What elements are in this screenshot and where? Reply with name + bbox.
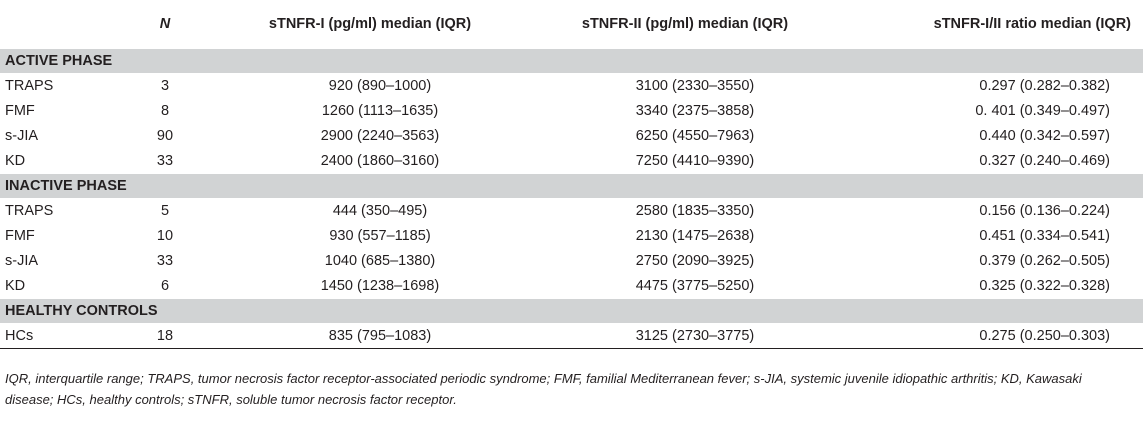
table-row: KD 6 1450 (1238–1698) 4475 (3775–5250) 0… [0, 273, 1143, 299]
row-ratio: 0.275 (0.250–0.303) [850, 323, 1143, 349]
table-row: s-JIA 90 2900 (2240–3563) 6250 (4550–796… [0, 123, 1143, 148]
row-stnfr-ii: 3340 (2375–3858) [635, 102, 755, 119]
row-ratio: 0.325 (0.322–0.328) [979, 277, 1110, 294]
row-n: 8 [160, 102, 170, 119]
row-n: 10 [156, 227, 174, 244]
row-stnfr-ii: 2750 (2090–3925) [635, 252, 755, 269]
section-title: ACTIVE PHASE [0, 48, 1143, 73]
row-n: 90 [156, 127, 174, 144]
row-n: 33 [156, 252, 174, 269]
row-label: KD [5, 277, 26, 294]
row-ratio: 0.440 (0.342–0.597) [979, 127, 1110, 144]
row-stnfr-ii: 6250 (4550–7963) [635, 127, 755, 144]
table-row: TRAPS 5 444 (350–495) 2580 (1835–3350) 0… [0, 198, 1143, 223]
row-label: TRAPS [5, 77, 54, 94]
table-row: TRAPS 3 920 (890–1000) 3100 (2330–3550) … [0, 73, 1143, 98]
table-row: FMF 8 1260 (1113–1635) 3340 (2375–3858) … [0, 98, 1143, 123]
table-row: KD 33 2400 (1860–3160) 7250 (4410–9390) … [0, 148, 1143, 174]
row-n: 5 [160, 202, 170, 219]
footnote-line: disease; HCs, healthy controls; sTNFR, s… [5, 392, 457, 407]
row-n: 33 [156, 152, 174, 169]
section-row: INACTIVE PHASE [0, 173, 1143, 198]
row-stnfr-i: 930 (557–1185) [329, 227, 431, 244]
row-ratio: 0.327 (0.240–0.469) [979, 152, 1110, 169]
row-stnfr-i: 1040 (685–1380) [324, 252, 436, 269]
row-stnfr-i: 835 (795–1083) [220, 323, 520, 349]
row-stnfr-i: 1450 (1238–1698) [320, 277, 440, 294]
row-stnfr-ii: 2130 (1475–2638) [635, 227, 755, 244]
row-ratio: 0. 401 (0.349–0.497) [975, 102, 1110, 119]
row-stnfr-i: 2400 (1860–3160) [320, 152, 440, 169]
header-row: N sTNFR-I (pg/ml) median (IQR) sTNFR-II … [0, 0, 1143, 49]
section-row: ACTIVE PHASE [0, 48, 1143, 73]
section-title: INACTIVE PHASE [0, 173, 1143, 198]
table-row: HCs 18 835 (795–1083) 3125 (2730–3775) 0… [0, 323, 1143, 349]
row-stnfr-ii: 3125 (2730–3775) [520, 323, 850, 349]
header-ratio: sTNFR-I/II ratio median (IQR) [933, 16, 1131, 32]
header-n: N [159, 16, 171, 32]
row-label: HCs [0, 323, 110, 349]
row-label: FMF [5, 102, 35, 119]
row-label: s-JIA [5, 252, 39, 269]
footnote-line: IQR, interquartile range; TRAPS, tumor n… [5, 371, 1082, 386]
row-label: KD [5, 152, 26, 169]
data-table: N sTNFR-I (pg/ml) median (IQR) sTNFR-II … [0, 0, 1143, 349]
row-ratio: 0.379 (0.262–0.505) [979, 252, 1110, 269]
section-row: HEALTHY CONTROLS [0, 298, 1143, 323]
row-n: 6 [160, 277, 170, 294]
header-stnfr-ii: sTNFR-II (pg/ml) median (IQR) [581, 16, 789, 32]
header-stnfr-i: sTNFR-I (pg/ml) median (IQR) [268, 16, 472, 32]
row-stnfr-i: 2900 (2240–3563) [320, 127, 440, 144]
row-n: 3 [160, 77, 170, 94]
row-stnfr-ii: 7250 (4410–9390) [635, 152, 755, 169]
row-stnfr-i: 920 (890–1000) [328, 77, 432, 94]
row-ratio: 0.297 (0.282–0.382) [979, 77, 1110, 94]
row-n: 18 [110, 323, 220, 349]
table-row: FMF 10 930 (557–1185) 2130 (1475–2638) 0… [0, 223, 1143, 248]
row-stnfr-i: 444 (350–495) [332, 202, 428, 219]
row-label: s-JIA [5, 127, 39, 144]
row-label: TRAPS [5, 202, 54, 219]
row-stnfr-i: 1260 (1113–1635) [321, 102, 439, 119]
row-ratio: 0.451 (0.334–0.541) [979, 227, 1110, 244]
table-footnote: IQR, interquartile range; TRAPS, tumor n… [5, 368, 1135, 410]
row-stnfr-ii: 3100 (2330–3550) [635, 77, 755, 94]
header-label [0, 0, 110, 49]
section-title: HEALTHY CONTROLS [0, 298, 1143, 323]
row-stnfr-ii: 4475 (3775–5250) [635, 277, 755, 294]
table-row: s-JIA 33 1040 (685–1380) 2750 (2090–3925… [0, 248, 1143, 273]
row-label: FMF [5, 227, 35, 244]
row-stnfr-ii: 2580 (1835–3350) [635, 202, 755, 219]
row-ratio: 0.156 (0.136–0.224) [979, 202, 1110, 219]
